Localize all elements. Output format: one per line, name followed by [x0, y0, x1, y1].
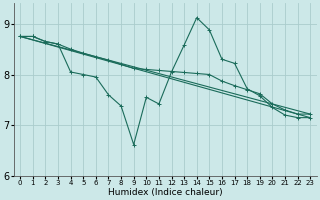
X-axis label: Humidex (Indice chaleur): Humidex (Indice chaleur) — [108, 188, 222, 197]
